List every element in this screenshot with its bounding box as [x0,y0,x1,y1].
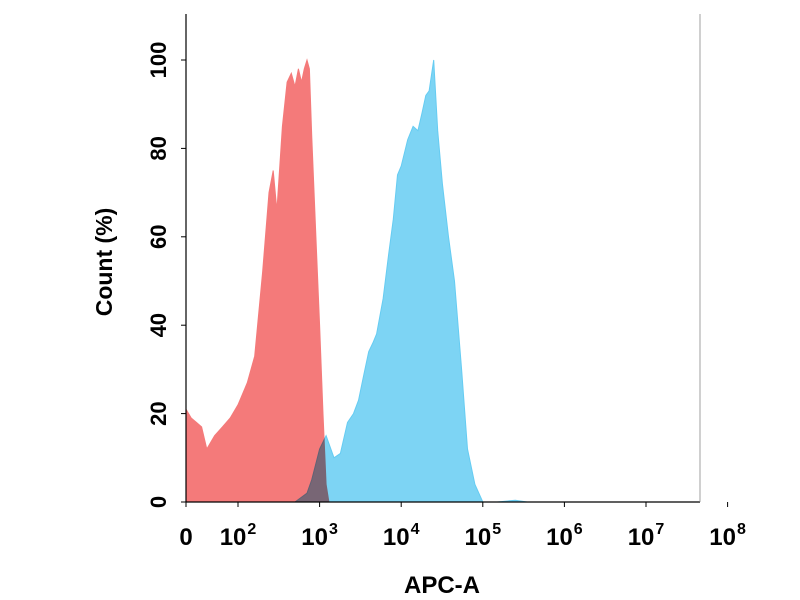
x-tick-label: 106 [546,521,583,551]
x-tick-label: 102 [220,521,257,551]
y-tick-label: 40 [146,313,171,337]
x-tick-label: 103 [301,521,338,551]
series-area-1 [293,59,528,503]
y-tick-label: 100 [146,42,171,79]
series-layer [185,58,528,503]
ticks-layer: 0 20 40 60 80 100 0 102 103 104 105 106 107 108 [146,42,746,551]
series-area-0 [185,58,330,503]
x-tick-label: 104 [383,521,420,551]
x-tick-label: 0 [179,524,192,551]
y-axis-title: Count (%) [91,208,117,317]
y-tick-label: 60 [146,225,171,249]
x-tick-label: 107 [628,521,665,551]
x-axis-title: APC-A [404,572,480,599]
y-tick-label: 20 [146,401,171,425]
x-tick-label: 105 [464,521,501,551]
axes-layer [185,14,701,503]
y-tick-label: 80 [146,136,171,160]
y-tick-label: 0 [146,496,171,508]
x-tick-label: 108 [709,521,746,551]
